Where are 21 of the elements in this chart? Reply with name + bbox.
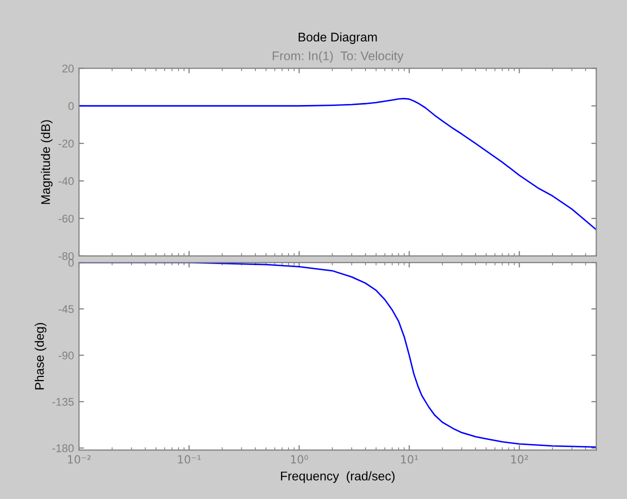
x-tick-label: 10² [511,455,528,464]
x-axis-title: Frequency (rad/sec) [281,471,395,483]
x-tick-label: 10⁻² [68,455,91,464]
y-tick-label: -45 [58,305,74,314]
y-tick-label: -60 [58,214,74,223]
y-tick-label: -20 [58,140,74,148]
y-tick-label: 0 [68,258,74,267]
x-tick-label: 10¹ [401,455,418,464]
y-tick-label: 20 [62,64,74,72]
y-axis-title: Phase (deg) [34,323,46,390]
y-tick-label: -80 [58,252,74,260]
x-tick-label: 10⁻¹ [178,455,201,464]
y-tick-label: 0 [68,102,74,110]
y-tick-label: -90 [58,352,74,360]
chart-subtitle: From: In(1) To: Velocity [272,51,404,63]
y-tick-label: -180 [52,444,74,452]
y-tick-label: -40 [58,177,74,186]
x-tick-label: 10⁰ [291,455,308,464]
y-axis-title: Magnitude (dB) [40,120,53,204]
chart-title: Bode Diagram [298,32,377,44]
y-tick-label: -135 [52,398,74,406]
